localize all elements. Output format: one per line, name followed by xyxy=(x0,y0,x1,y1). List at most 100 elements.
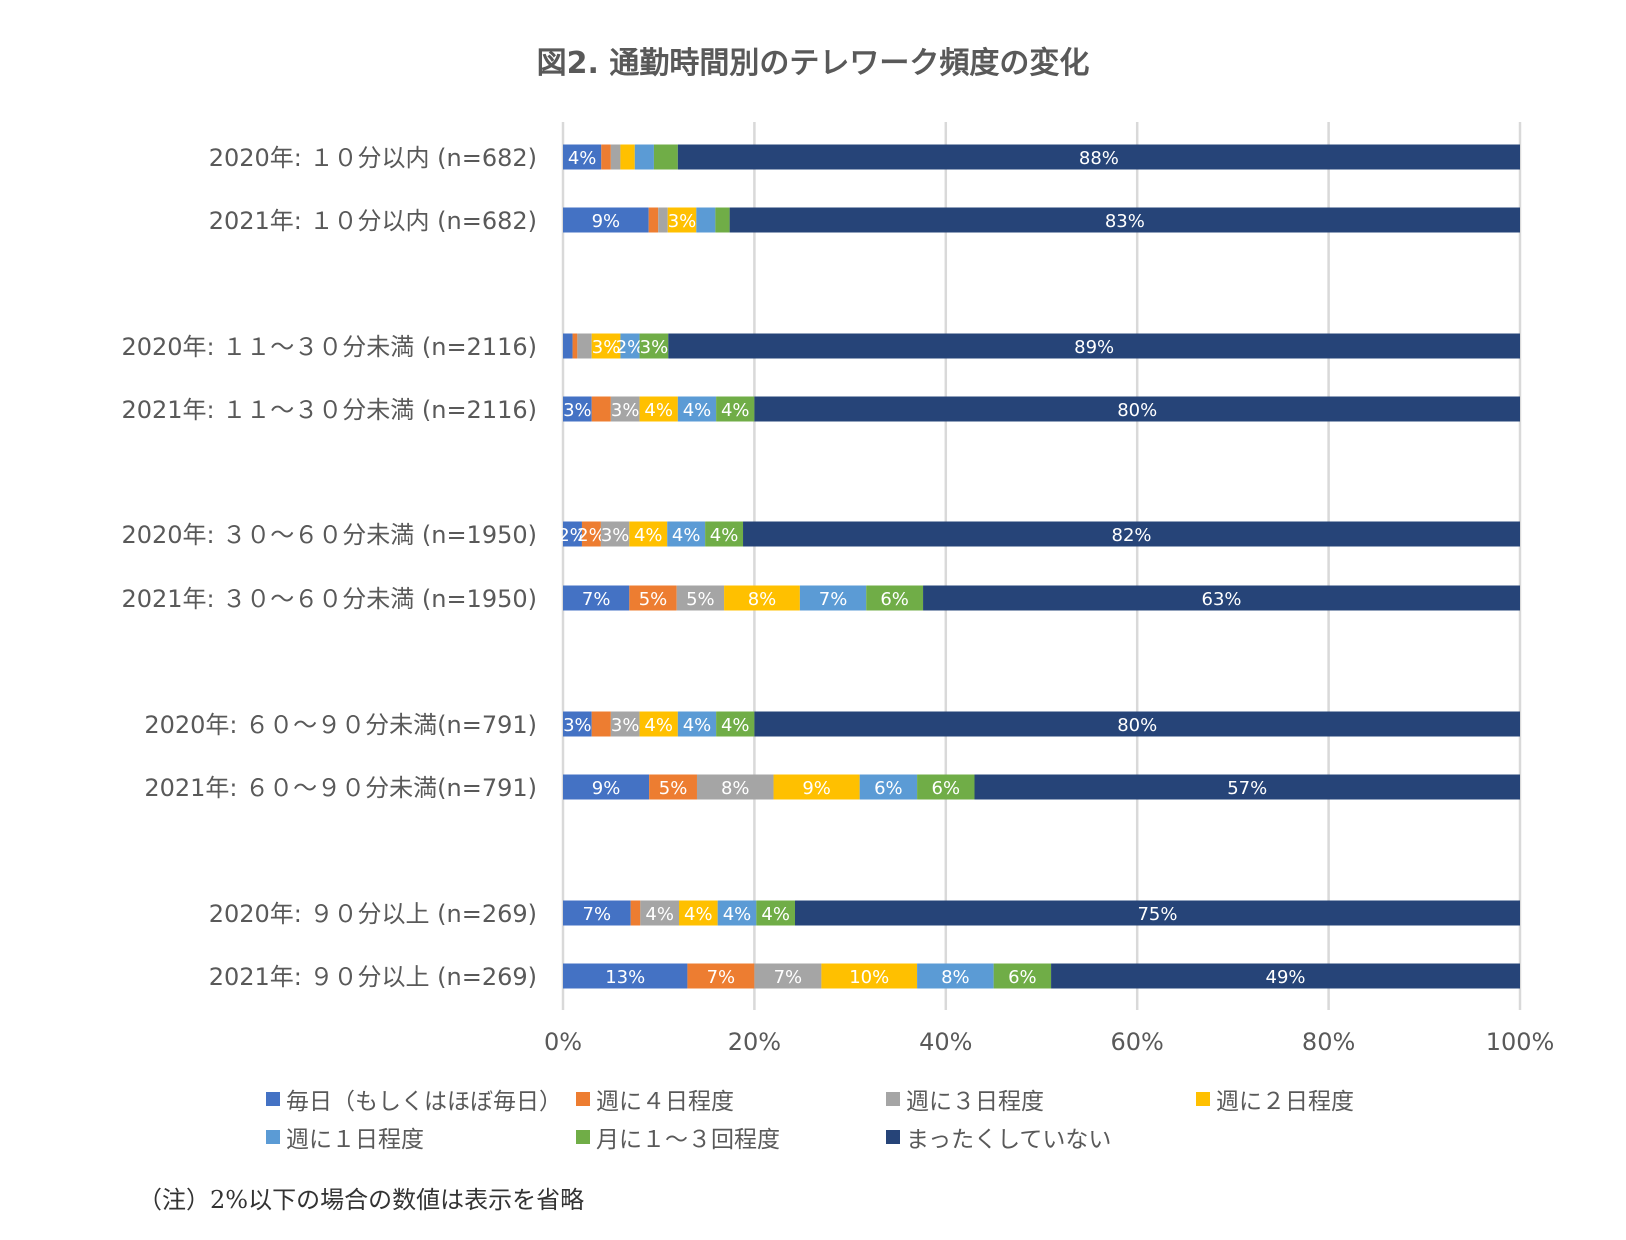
bar-segment xyxy=(629,521,668,547)
data-label: 3% xyxy=(668,211,697,232)
data-label: 8% xyxy=(721,778,750,799)
data-label: 2% xyxy=(616,337,645,358)
bar-segment xyxy=(773,774,860,800)
bar-segment xyxy=(591,711,611,737)
bar-segment xyxy=(677,144,1520,170)
data-label: 57% xyxy=(1227,778,1267,799)
bar-segment xyxy=(729,207,1520,233)
data-label: 7% xyxy=(583,904,612,925)
data-label: 63% xyxy=(1202,589,1242,610)
legend-item: まったくしていない xyxy=(886,1120,1111,1154)
bar-segment xyxy=(601,144,611,170)
legend-label: 週に１日程度 xyxy=(286,1127,424,1153)
bar-segment xyxy=(917,774,975,800)
data-label: 4% xyxy=(723,904,752,925)
x-tick-label: 40% xyxy=(919,1028,972,1056)
legend-label: 週に２日程度 xyxy=(1216,1089,1354,1115)
legend-item: 週に１日程度 xyxy=(266,1120,424,1154)
footnote: （注）2%以下の場合の数値は表示を省略 xyxy=(138,1186,585,1214)
legend-swatch xyxy=(886,1092,900,1106)
data-label: 4% xyxy=(710,525,739,546)
x-tick-label: 60% xyxy=(1111,1028,1164,1056)
data-label: 2% xyxy=(558,525,587,546)
data-label: 4% xyxy=(683,715,712,736)
bar-segment xyxy=(653,144,678,170)
legend-item: 週に４日程度 xyxy=(576,1082,734,1116)
category-label: 2021年: １０分以内 (n=682) xyxy=(209,207,537,235)
category-label: 2021年: １１～３０分未満 (n=2116) xyxy=(121,396,537,424)
bar-segment xyxy=(677,396,717,422)
bar-segment xyxy=(591,396,611,422)
bar-segment xyxy=(639,711,678,737)
category-label: 2020年: １０分以内 (n=682) xyxy=(209,144,537,172)
data-label: 4% xyxy=(672,525,701,546)
x-tick-label: 100% xyxy=(1486,1028,1555,1056)
category-label: 2020年: ９０分以上 (n=269) xyxy=(209,900,537,928)
legend-label: まったくしていない xyxy=(906,1127,1112,1153)
bar-segment xyxy=(648,207,659,233)
data-label: 49% xyxy=(1266,967,1306,988)
bar-segment xyxy=(610,396,640,422)
bar-segment xyxy=(679,900,718,926)
bar-segment xyxy=(563,396,592,422)
data-label: 4% xyxy=(644,715,673,736)
bar-segment xyxy=(563,585,630,611)
data-label: 4% xyxy=(761,904,790,925)
bar-segment xyxy=(724,585,800,611)
data-label: 7% xyxy=(819,589,848,610)
legend-label: 月に１～３回程度 xyxy=(596,1127,780,1153)
bar-segment xyxy=(795,900,1520,926)
bar-segment xyxy=(756,900,795,926)
data-label: 6% xyxy=(1008,967,1037,988)
bar-segment xyxy=(923,585,1520,611)
bar-segment xyxy=(754,711,1520,737)
bar-segment xyxy=(667,521,706,547)
data-label: 5% xyxy=(659,778,688,799)
bar-segment xyxy=(696,774,774,800)
bar-segment xyxy=(563,521,582,547)
bar-segment xyxy=(639,396,678,422)
legend-item: 週に３日程度 xyxy=(886,1082,1044,1116)
data-label: 8% xyxy=(748,589,777,610)
data-label: 3% xyxy=(592,337,621,358)
data-label: 3% xyxy=(640,337,669,358)
data-label: 3% xyxy=(611,400,640,421)
data-label: 82% xyxy=(1112,525,1152,546)
bar-segment xyxy=(591,333,621,359)
legend-label: 毎日（もしくはほぼ毎日） xyxy=(286,1089,562,1115)
data-label: 80% xyxy=(1117,715,1157,736)
bar-segment xyxy=(743,521,1520,547)
bar-segment xyxy=(668,333,1520,359)
bar-segment xyxy=(754,963,822,989)
category-label: 2020年: １１～３０分未満 (n=2116) xyxy=(121,333,537,361)
legend-label: 週に３日程度 xyxy=(906,1089,1044,1115)
data-label: 83% xyxy=(1105,211,1145,232)
data-label: 5% xyxy=(639,589,668,610)
data-label: 3% xyxy=(611,715,640,736)
data-label: 3% xyxy=(563,715,592,736)
data-label: 13% xyxy=(605,967,645,988)
legend-swatch xyxy=(266,1130,280,1144)
bar-segment xyxy=(866,585,924,611)
bar-segment xyxy=(715,207,730,233)
data-label: 10% xyxy=(849,967,889,988)
data-label: 4% xyxy=(683,400,712,421)
x-tick-label: 20% xyxy=(728,1028,781,1056)
category-label: 2020年: ６０～９０分未満(n=791) xyxy=(144,711,537,739)
bar-segment xyxy=(658,207,668,233)
bar-segment xyxy=(572,333,578,359)
bar-segment xyxy=(563,900,631,926)
bar-segment xyxy=(600,521,630,547)
bar-segment xyxy=(649,774,697,800)
data-label: 3% xyxy=(601,525,630,546)
bar-segment xyxy=(563,333,573,359)
bar-segment xyxy=(563,963,688,989)
bar-segment xyxy=(705,521,744,547)
bar-segment xyxy=(1051,963,1520,989)
bar-segment xyxy=(640,900,679,926)
data-label: 6% xyxy=(880,589,909,610)
bar-segment xyxy=(630,900,641,926)
bar-segment xyxy=(577,333,592,359)
bar-segment xyxy=(610,144,621,170)
